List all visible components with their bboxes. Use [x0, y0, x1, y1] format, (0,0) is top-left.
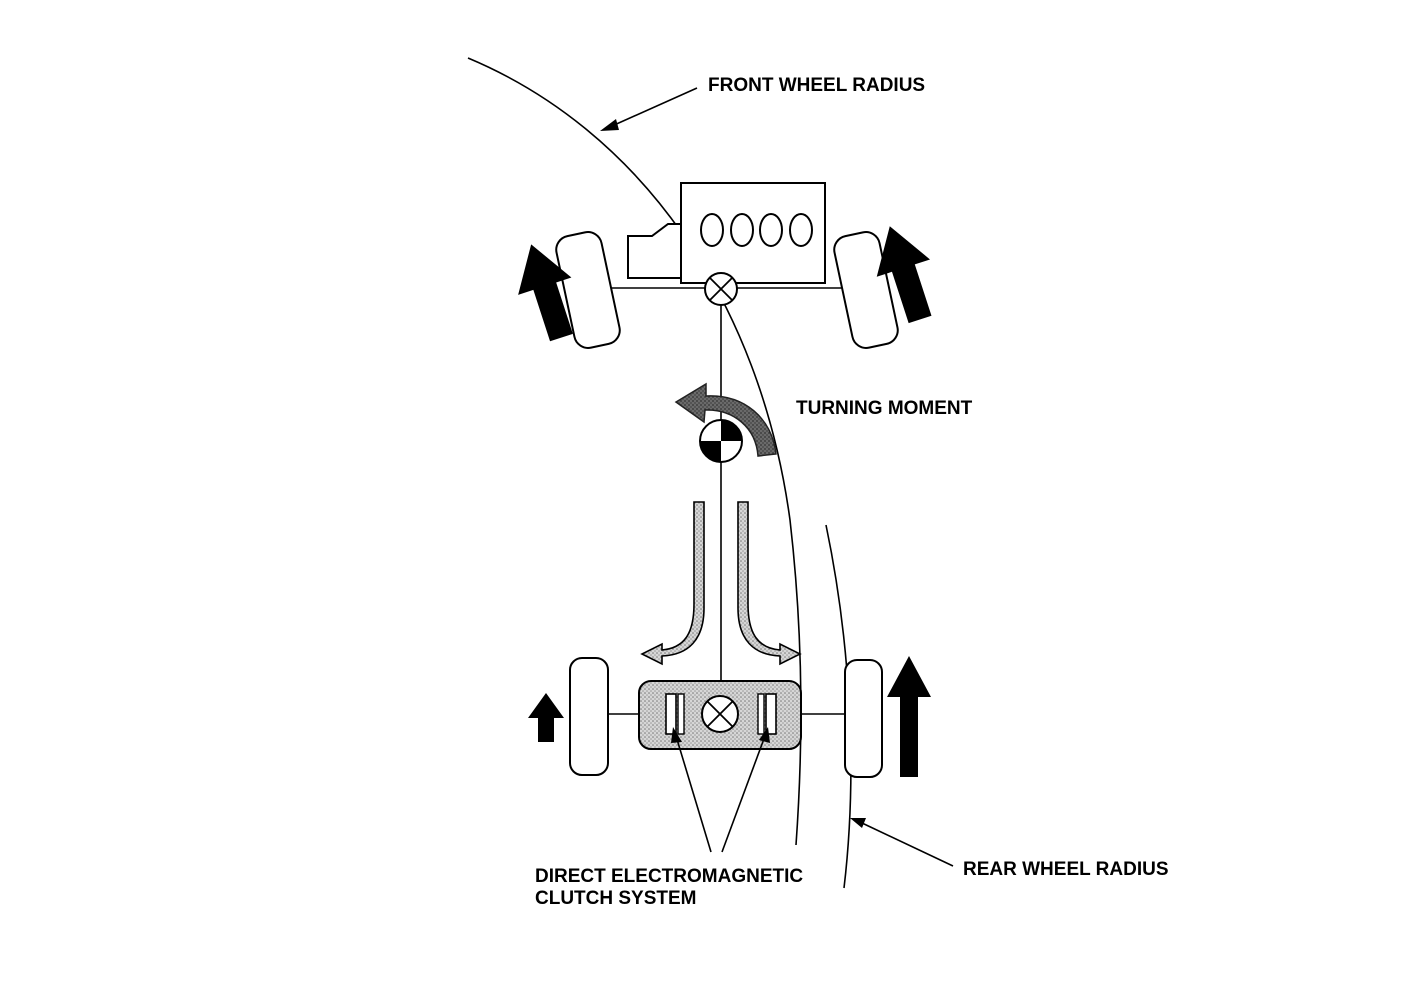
engine — [680, 182, 826, 284]
center-of-gravity-icon — [699, 419, 743, 463]
clutch-system-label-line1: DIRECT ELECTROMAGNETIC — [535, 866, 803, 887]
left-clutch-plate — [677, 693, 685, 735]
rear-differential-icon — [701, 695, 739, 733]
rear-left-wheel — [569, 657, 609, 776]
rear-wheel-radius-leader — [850, 818, 954, 867]
front-right-drive-arrow — [876, 226, 932, 324]
front-differential-icon — [704, 272, 738, 306]
rear-left-drive-arrow — [528, 693, 564, 742]
front-wheel-radius-label: FRONT WHEEL RADIUS — [708, 75, 925, 96]
turning-moment-arrow — [674, 382, 777, 457]
right-clutch-plate — [757, 693, 765, 735]
clutch-system-leaders — [671, 727, 770, 853]
right-clutch — [765, 693, 777, 735]
front-left-wheel — [555, 231, 621, 349]
front-left-drive-arrow — [518, 244, 573, 342]
turning-moment-label: TURNING MOMENT — [796, 398, 973, 419]
rear-wheel-radius-label: REAR WHEEL RADIUS — [963, 859, 1169, 880]
rear-right-wheel — [844, 659, 883, 778]
left-clutch — [665, 693, 677, 735]
rear-right-drive-arrow — [887, 656, 931, 777]
clutch-system-label-line2: CLUTCH SYSTEM — [535, 888, 697, 909]
transmission — [627, 223, 682, 279]
front-wheel-radius-leader — [600, 87, 698, 131]
rear-drive-unit — [638, 680, 802, 750]
torque-left-arrow — [640, 501, 705, 666]
torque-right-arrow — [737, 501, 802, 666]
